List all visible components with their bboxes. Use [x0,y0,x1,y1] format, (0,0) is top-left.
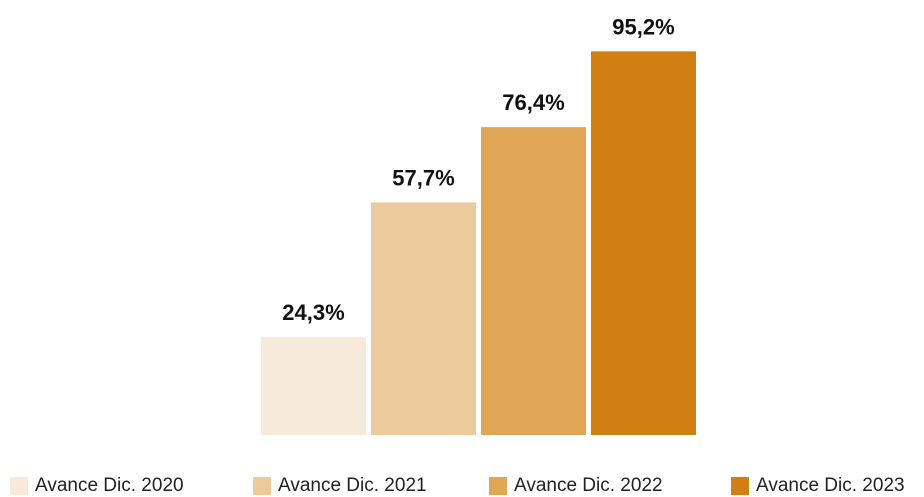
legend-label-2022: Avance Dic. 2022 [514,475,663,496]
legend-item-2020: Avance Dic. 2020 [10,476,184,496]
bar-2021 [371,202,476,435]
bars-group [261,51,696,436]
legend-item-2023: Avance Dic. 2023 [731,476,905,496]
bar-2020 [261,337,366,435]
data-label-2023: 95,2% [612,14,674,39]
legend-swatch-2021 [253,477,271,495]
data-labels-group: 24,3% 57,7% 76,4% 95,2% [282,14,674,325]
bar-2023 [591,51,696,436]
bar-2022 [481,127,586,435]
legend-swatch-2022 [489,477,507,495]
legend-item-2021: Avance Dic. 2021 [253,476,427,496]
data-label-2022: 76,4% [502,90,564,115]
legend: Avance Dic. 2020 Avance Dic. 2021 Avance… [0,476,924,496]
legend-label-2021: Avance Dic. 2021 [278,475,427,496]
data-label-2021: 57,7% [392,165,454,190]
legend-label-2023: Avance Dic. 2023 [756,475,905,496]
legend-swatch-2023 [731,477,749,495]
legend-item-2022: Avance Dic. 2022 [489,476,663,496]
legend-label-2020: Avance Dic. 2020 [35,475,184,496]
legend-swatch-2020 [10,477,28,495]
data-label-2020: 24,3% [282,300,344,325]
